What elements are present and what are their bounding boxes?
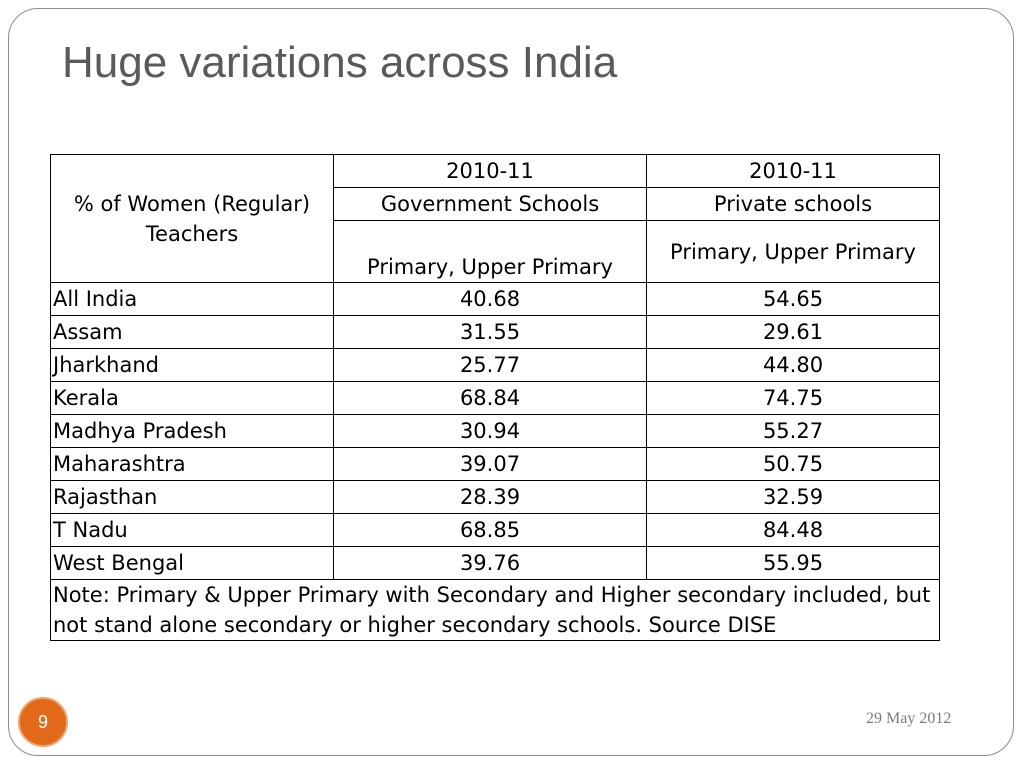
header-row-level: Primary, Upper Primary Primary, Upper Pr…	[51, 220, 940, 283]
state-cell: Assam	[50, 315, 334, 349]
table-row: T Nadu 68.85 84.48	[50, 513, 940, 547]
note-row: Note: Primary & Upper Primary with Secon…	[50, 579, 940, 641]
state-cell: West Bengal	[50, 546, 334, 580]
table-note: Note: Primary & Upper Primary with Secon…	[50, 579, 940, 641]
table-row: Jharkhand 25.77 44.80	[50, 348, 940, 382]
header-row-year: % of Women (Regular) Teachers 2010-11 20…	[50, 154, 940, 283]
col2-year: 2010-11	[646, 154, 940, 188]
table-row: Maharashtra 39.07 50.75	[50, 447, 940, 481]
page-number: 9	[37, 711, 48, 732]
gov-value-cell: 28.39	[333, 480, 647, 514]
slide-date: 29 May 2012	[866, 710, 952, 727]
gov-value-cell: 68.85	[333, 513, 647, 547]
state-cell: Kerala	[50, 381, 334, 415]
state-cell: All India	[50, 282, 334, 316]
pvt-value-cell: 54.65	[646, 282, 940, 316]
table-row: Assam 31.55 29.61	[50, 315, 940, 349]
page-number-badge: 9	[18, 697, 68, 747]
slide-title: Huge variations across India	[62, 38, 618, 87]
pvt-value-cell: 55.95	[646, 546, 940, 580]
table-row: All India 40.68 54.65	[50, 282, 940, 316]
gov-value-cell: 39.07	[333, 447, 647, 481]
pvt-value-cell: 44.80	[646, 348, 940, 382]
table-row: West Bengal 39.76 55.95	[50, 546, 940, 580]
row-header-cell: % of Women (Regular) Teachers	[50, 154, 334, 283]
pvt-value-cell: 55.27	[646, 414, 940, 448]
col1-year: 2010-11	[333, 154, 647, 188]
table-row: Madhya Pradesh 30.94 55.27	[50, 414, 940, 448]
gov-value-cell: 30.94	[333, 414, 647, 448]
table-body: All India 40.68 54.65 Assam 31.55 29.61 Jharkh…	[50, 282, 940, 580]
gov-value-cell: 31.55	[333, 315, 647, 349]
table-row: Kerala 68.84 74.75	[50, 381, 940, 415]
table-row: Rajasthan 28.39 32.59	[50, 480, 940, 514]
pvt-value-cell: 84.48	[646, 513, 940, 547]
pvt-value-cell: 29.61	[646, 315, 940, 349]
pvt-value-cell: 32.59	[646, 480, 940, 514]
state-cell: Maharashtra	[50, 447, 334, 481]
gov-value-cell: 39.76	[333, 546, 647, 580]
state-cell: Madhya Pradesh	[50, 414, 334, 448]
col1-type: Government Schools	[333, 187, 647, 221]
state-cell: T Nadu	[50, 513, 334, 547]
gov-value-cell: 40.68	[333, 282, 647, 316]
col2-type: Private schools	[646, 187, 940, 221]
pvt-value-cell: 50.75	[646, 447, 940, 481]
gov-value-cell: 25.77	[333, 348, 647, 382]
col1-level: Primary, Upper Primary	[333, 220, 647, 283]
pvt-value-cell: 74.75	[646, 381, 940, 415]
gov-value-cell: 68.84	[333, 381, 647, 415]
col2-level: Primary, Upper Primary	[646, 220, 940, 283]
women-teachers-table: % of Women (Regular) Teachers 2010-11 20…	[50, 154, 940, 641]
state-cell: Rajasthan	[50, 480, 334, 514]
state-cell: Jharkhand	[50, 348, 334, 382]
